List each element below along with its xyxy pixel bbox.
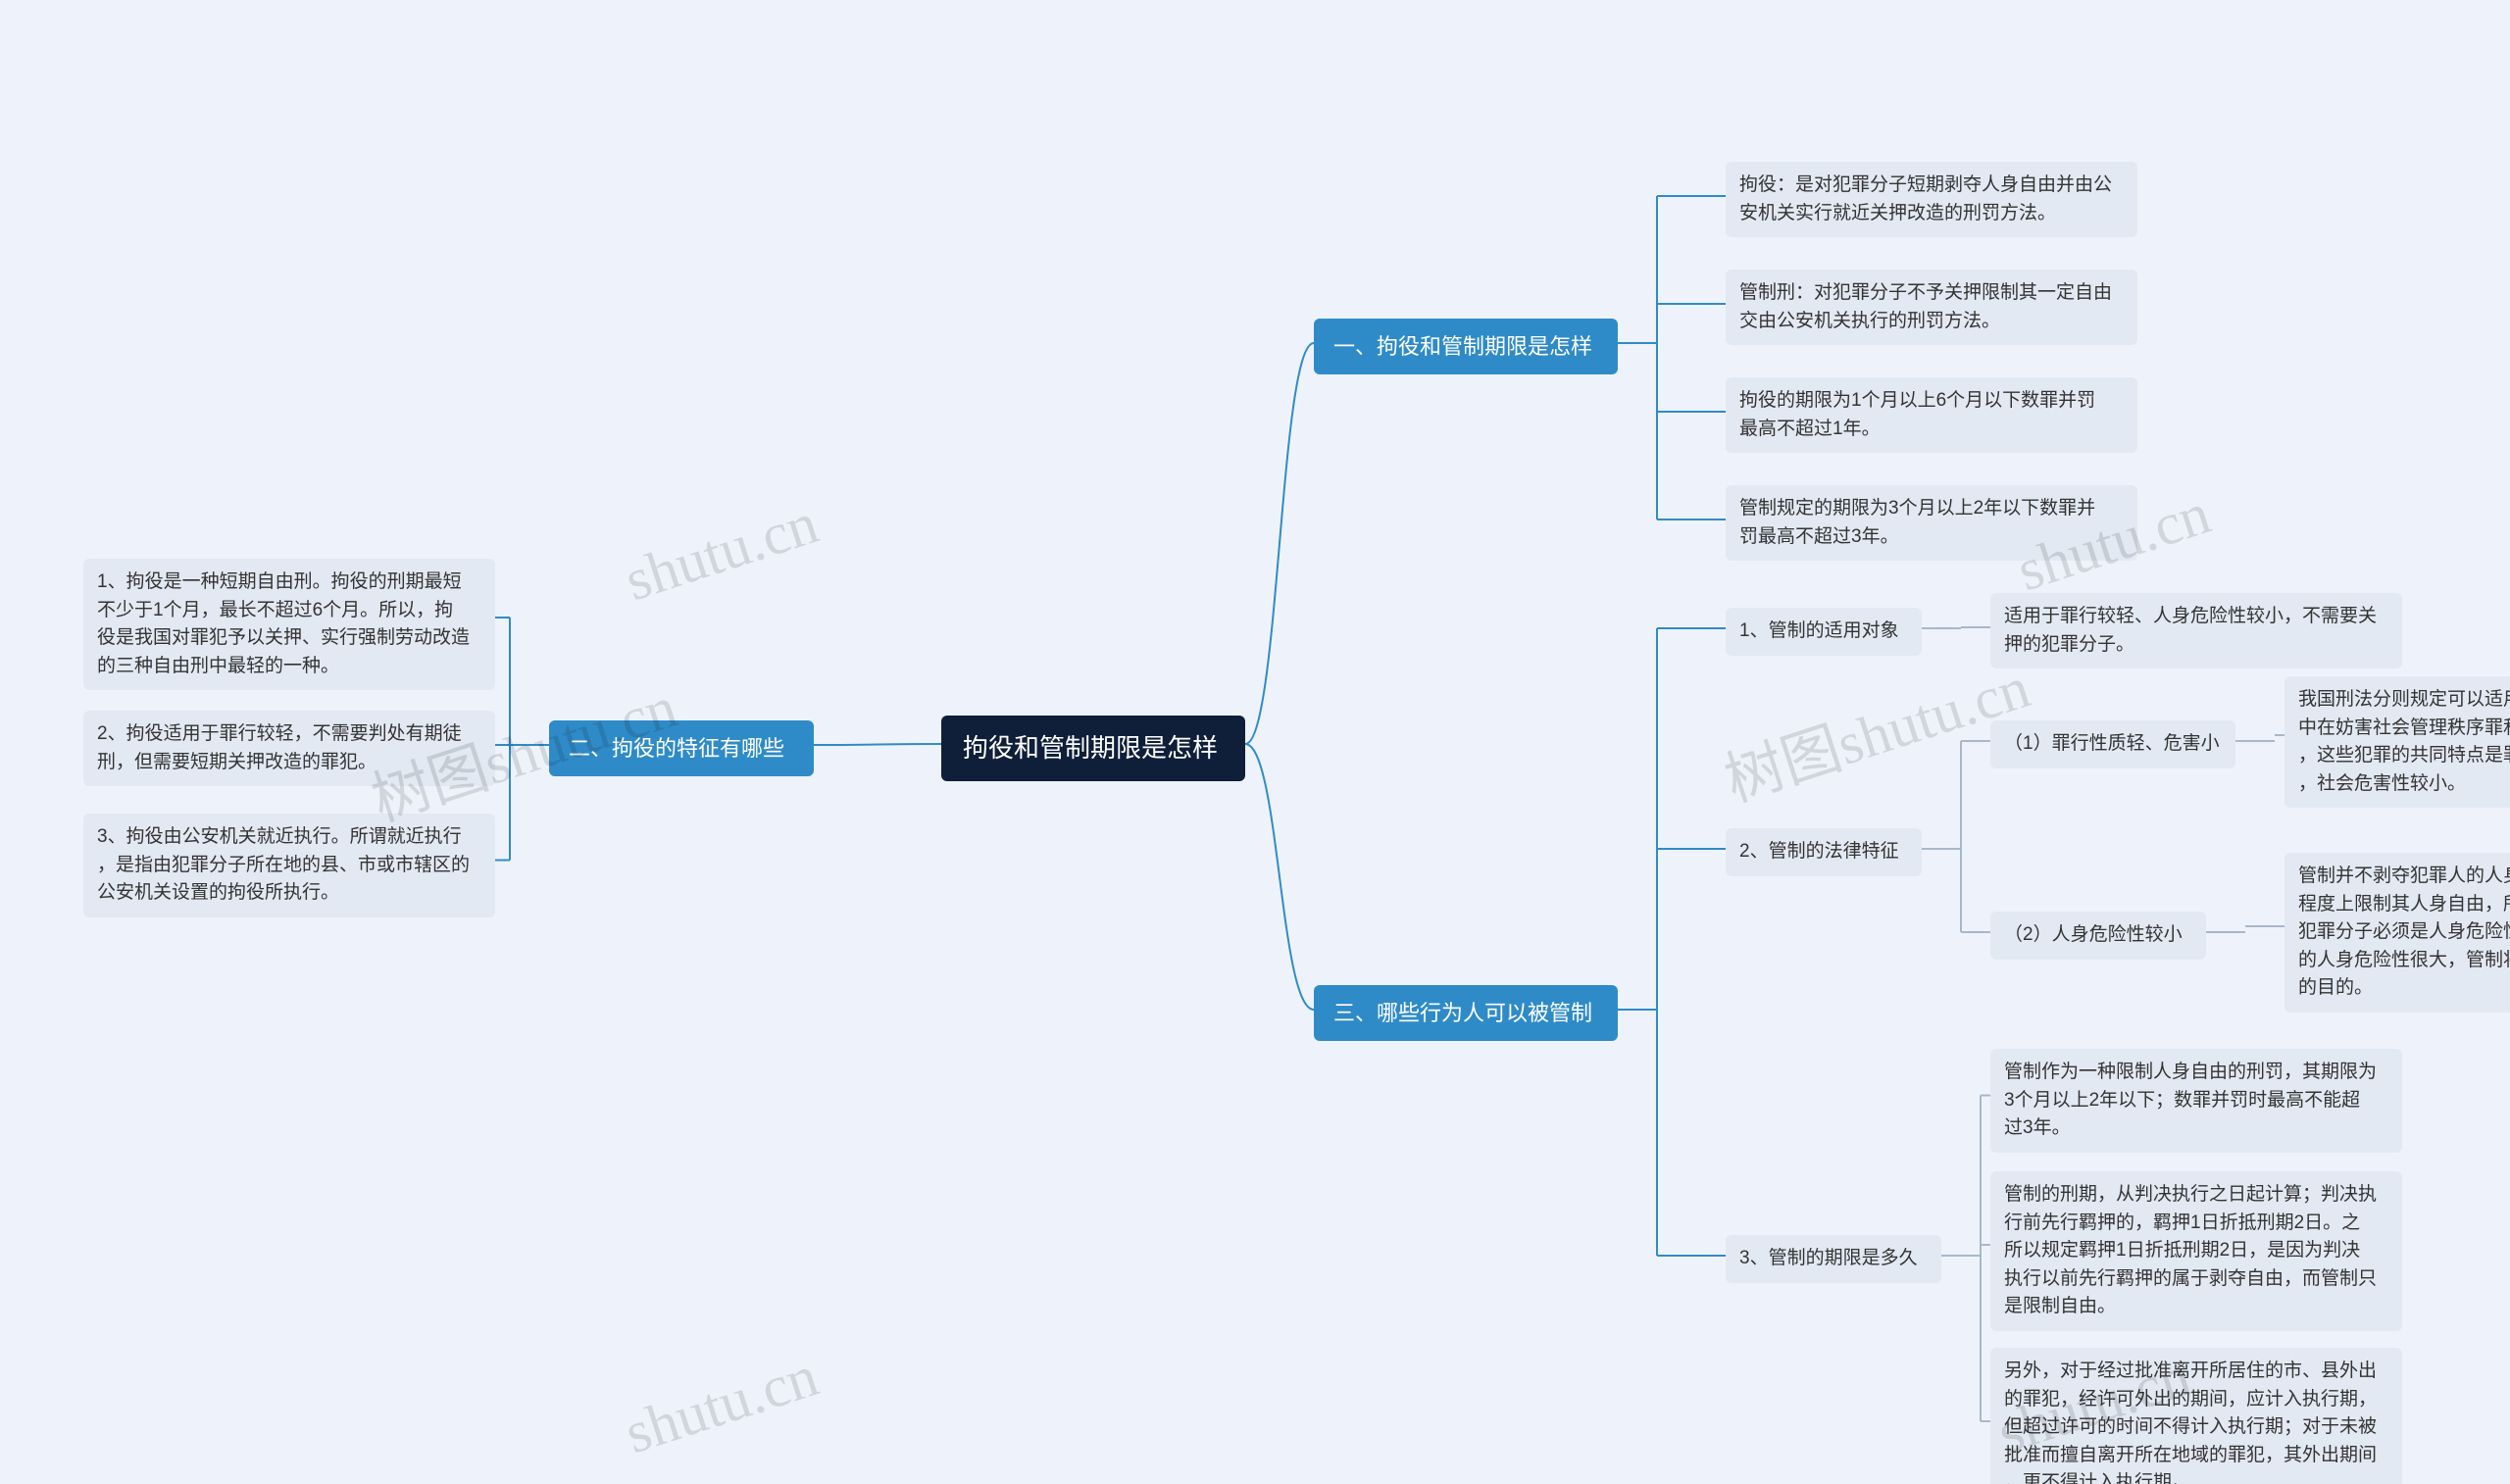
mindmap-node[interactable]: 三、哪些行为人可以被管制 — [1314, 985, 1618, 1041]
mindmap-node[interactable]: 适用于罪行较轻、人身危险性较小，不需要关 押的犯罪分子。 — [1990, 593, 2402, 668]
mindmap-node[interactable]: 管制并不剥夺犯罪人的人身自由，只是在一定 程度上限制其人身自由，所以，适用管制刑… — [2284, 853, 2510, 1013]
mindmap-node[interactable]: 管制的刑期，从判决执行之日起计算；判决执 行前先行羁押的，羁押1日折抵刑期2日。… — [1990, 1171, 2402, 1331]
mindmap-node[interactable]: 二、拘役的特征有哪些 — [549, 720, 814, 776]
mindmap-node[interactable]: 管制规定的期限为3个月以上2年以下数罪并 罚最高不超过3年。 — [1726, 485, 2137, 561]
mindmap-node[interactable]: 拘役：是对犯罪分子短期剥夺人身自由并由公 安机关实行就近关押改造的刑罚方法。 — [1726, 162, 2137, 237]
mindmap-node[interactable]: 管制作为一种限制人身自由的刑罚，其期限为 3个月以上2年以下；数罪并罚时最高不能… — [1990, 1049, 2402, 1153]
mindmap-node[interactable]: 1、拘役是一种短期自由刑。拘役的刑期最短 不少于1个月，最长不超过6个月。所以，… — [83, 559, 495, 690]
mindmap-node[interactable]: 我国刑法分则规定可以适用管制的犯罪主要集 中在妨害社会管理秩序罪和妨害婚姻家庭罪… — [2284, 676, 2510, 808]
mindmap-node[interactable]: 拘役的期限为1个月以上6个月以下数罪并罚 最高不超过1年。 — [1726, 377, 2137, 453]
mindmap-node[interactable]: 2、拘役适用于罪行较轻，不需要判处有期徒 刑，但需要短期关押改造的罪犯。 — [83, 711, 495, 786]
mindmap-node[interactable]: 拘役和管制期限是怎样 — [941, 716, 1245, 781]
mindmap-node[interactable]: 3、管制的期限是多久 — [1726, 1235, 1941, 1283]
mindmap-node[interactable]: 1、管制的适用对象 — [1726, 608, 1922, 656]
mindmap-node[interactable]: （2）人身危险性较小 — [1990, 912, 2206, 960]
mindmap-node[interactable]: （1）罪行性质轻、危害小 — [1990, 720, 2235, 768]
mindmap-node[interactable]: 另外，对于经过批准离开所居住的市、县外出 的罪犯，经许可外出的期间，应计入执行期… — [1990, 1348, 2402, 1484]
nodes-layer: 拘役和管制期限是怎样 一、拘役和管制期限是怎样 拘役：是对犯罪分子短期剥夺人身自由并… — [0, 0, 2510, 1484]
mindmap-node[interactable]: 3、拘役由公安机关就近执行。所谓就近执行 ，是指由犯罪分子所在地的县、市或市辖区… — [83, 814, 495, 917]
mindmap-node[interactable]: 管制刑：对犯罪分子不予关押限制其一定自由 交由公安机关执行的刑罚方法。 — [1726, 270, 2137, 345]
mindmap-node[interactable]: 一、拘役和管制期限是怎样 — [1314, 319, 1618, 374]
mindmap-node[interactable]: 2、管制的法律特征 — [1726, 828, 1922, 876]
